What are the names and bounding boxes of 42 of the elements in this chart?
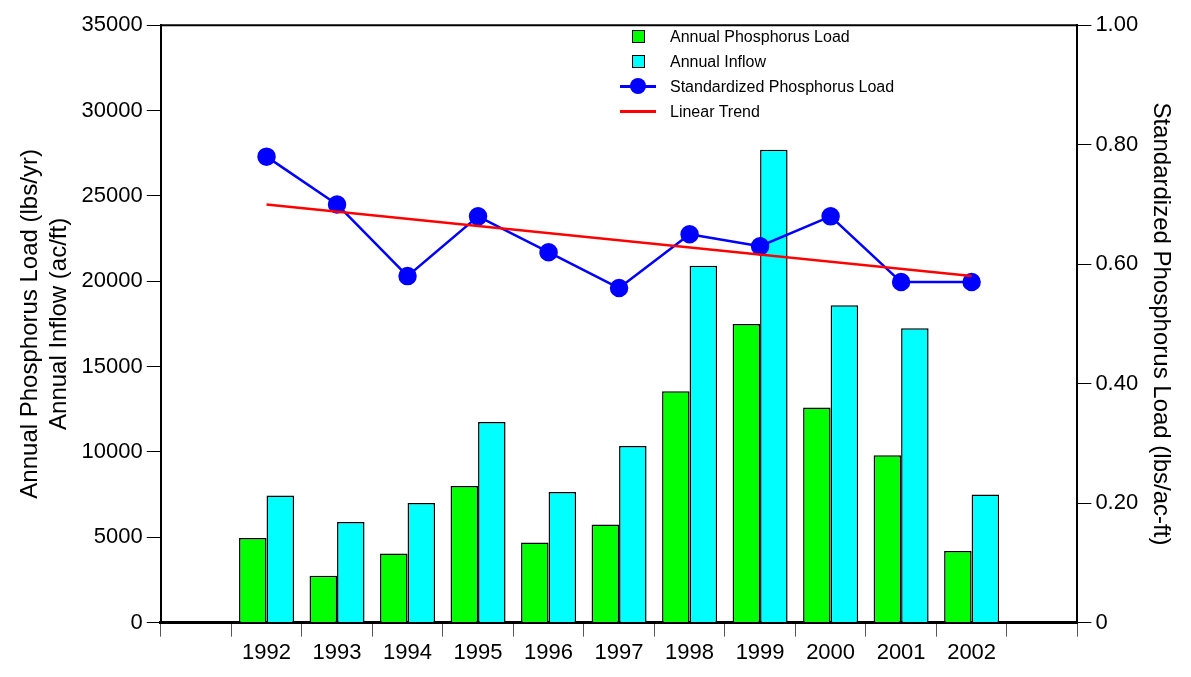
y-tick-label: 25000 [81, 181, 143, 207]
point [257, 147, 276, 166]
point [821, 207, 840, 226]
x-tick-label: 2001 [876, 638, 926, 664]
y-axis-title: Annual Phosphorus Load (lbs/yr) Annual Inflow (ac/ft) [15, 149, 71, 499]
point [962, 272, 981, 292]
y-tick-label: 30000 [81, 96, 143, 122]
point [750, 236, 770, 256]
y2-tick-label: 0.80 [1095, 130, 1139, 156]
x-tick-label: 1999 [735, 638, 785, 664]
x-tick-label: 1998 [665, 638, 715, 664]
x-tick-label: 1994 [383, 638, 433, 664]
y-tick-label: 20000 [81, 267, 143, 293]
x-tick-label: 1996 [524, 638, 574, 664]
x-tick-label: 1992 [242, 638, 292, 664]
y2-tick-label: 0.60 [1095, 250, 1139, 276]
point [680, 225, 699, 244]
y2-tick-label: 0.40 [1095, 369, 1139, 395]
y-tick-label: 35000 [81, 11, 143, 37]
legend-label: Standardized Phosphorus Load [670, 77, 895, 97]
legend-label: Linear Trend [670, 102, 760, 122]
point [539, 242, 558, 262]
x-tick-label: 2000 [806, 638, 856, 664]
y2-tick-label: 0.20 [1095, 489, 1139, 515]
y2-tick-label: 0 [1095, 608, 1108, 634]
y2-axis-title: Standardized Phosphorus Load (lbs/ac-ft) [1148, 102, 1176, 546]
point [891, 272, 911, 292]
y-tick-label: 15000 [81, 352, 143, 378]
point [398, 266, 417, 286]
point [468, 207, 488, 226]
point [327, 195, 347, 214]
y-tick-label: 10000 [81, 437, 143, 463]
x-tick-label: 1997 [594, 638, 644, 664]
legend-label: Annual Inflow [670, 52, 767, 72]
x-tick-label: 1995 [453, 638, 503, 664]
x-tick-label: 2002 [947, 638, 997, 664]
x-tick-label: 1993 [312, 638, 362, 664]
y2-tick-label: 1.00 [1095, 11, 1139, 37]
y-tick-label: 5000 [93, 523, 143, 549]
legend-label: Annual Phosphorus Load [670, 27, 850, 47]
point [609, 278, 629, 298]
y-tick-label: 0 [130, 608, 143, 634]
